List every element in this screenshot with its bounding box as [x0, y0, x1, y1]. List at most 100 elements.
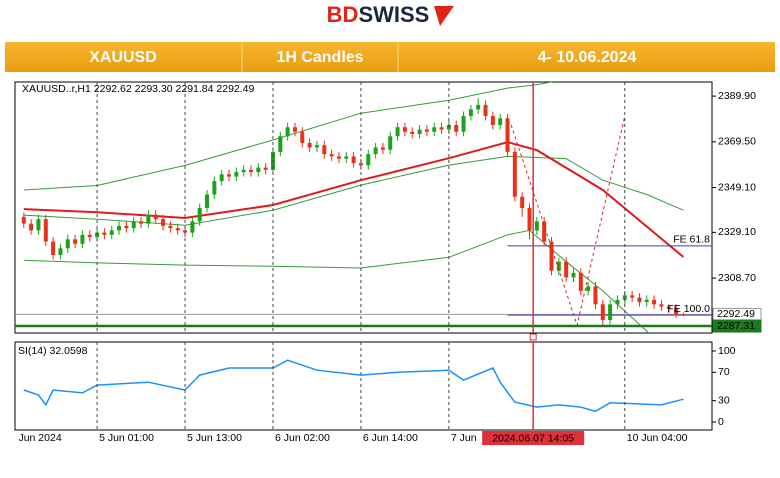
candle-body	[608, 304, 613, 321]
candle-body	[564, 261, 569, 278]
candle-body	[644, 299, 649, 303]
candle-body	[652, 299, 657, 305]
candle-body	[87, 234, 92, 238]
candle-body	[146, 214, 151, 224]
candle-body	[417, 129, 422, 134]
candle-body	[578, 272, 583, 291]
header-cell: XAUUSD	[89, 49, 157, 66]
candle-body	[219, 174, 224, 182]
y-tick-label: 2349.10	[718, 181, 756, 193]
candle-body	[395, 127, 400, 137]
candle-body	[593, 286, 598, 305]
candle-body	[109, 230, 114, 235]
candle-body	[468, 109, 473, 117]
x-tick-label: 10 Jun 04:00	[627, 432, 688, 444]
candle-body	[410, 131, 415, 134]
candle-body	[424, 129, 429, 132]
candle-body	[527, 207, 532, 231]
candle-body	[637, 297, 642, 303]
candle-body	[102, 232, 107, 235]
ohlc-legend: XAUUSD..r,H1 2292.62 2293.30 2291.84 229…	[22, 83, 254, 95]
header-cell: 1H Candles	[276, 49, 363, 66]
x-tick-label: Jun 2024	[18, 432, 61, 444]
candle-body	[278, 136, 283, 152]
candle-body	[454, 125, 459, 132]
indicator-line	[23, 229, 650, 333]
price-label: 2287.31	[717, 320, 755, 332]
candle-body	[124, 225, 129, 229]
y-tick-label: 0	[718, 416, 724, 428]
candle-body	[388, 136, 393, 150]
candle-body	[36, 219, 41, 231]
logo: BDSWISS	[327, 2, 430, 27]
candle-body	[490, 116, 495, 126]
candle-body	[402, 127, 407, 132]
x-tick-label: 5 Jun 13:00	[187, 432, 242, 444]
rsi-panel	[14, 341, 713, 431]
candle-body	[51, 241, 56, 256]
logo-part: SWISS	[358, 2, 429, 27]
candle-body	[234, 172, 239, 177]
candle-body	[307, 142, 312, 148]
candle-body	[622, 295, 627, 300]
x-tick-label: 5 Jun 01:00	[99, 432, 154, 444]
price-label-box	[712, 319, 762, 333]
cursor-label-box	[482, 431, 585, 445]
y-tick-label: 2369.50	[718, 136, 756, 148]
candle-body	[483, 104, 488, 117]
overlay: Jun 2024 5 Jun 01:00 5 Jun 13:00 6 Jun 02:0…	[18, 82, 762, 445]
candle-body	[65, 239, 70, 249]
header-cell: 4- 10.06.2024	[538, 49, 637, 66]
candle-body	[336, 156, 341, 159]
candle-body	[153, 214, 158, 220]
candle-body	[630, 295, 635, 298]
candle-body	[659, 304, 664, 307]
candle-body	[446, 125, 451, 130]
price-panel	[14, 81, 713, 334]
candle-body	[29, 223, 34, 231]
candle-body	[373, 147, 378, 155]
candle-body	[329, 154, 334, 157]
candle-body	[439, 127, 444, 130]
price-plot	[15, 82, 712, 333]
candle-body	[600, 304, 605, 321]
header-bar	[5, 42, 775, 72]
candle-body	[615, 299, 620, 305]
fe-label: FE 100.0	[667, 303, 710, 315]
candle-body	[505, 118, 510, 152]
candle-body	[300, 131, 305, 143]
x-tick-label: 6 Jun 14:00	[363, 432, 418, 444]
candle-body	[666, 306, 671, 309]
price-label: 2292.49	[717, 308, 755, 320]
projection-line	[510, 115, 626, 328]
indicator-line	[23, 141, 685, 258]
candle-body	[432, 127, 437, 132]
y-tick-label: 30	[718, 394, 730, 406]
y-tick-label: 2389.90	[718, 90, 756, 102]
candle-body	[58, 248, 63, 256]
candle-body	[586, 286, 591, 291]
candle-body	[285, 127, 290, 137]
y-tick-label: 100	[718, 345, 736, 357]
rsi-line	[23, 359, 684, 413]
cursor-label: 2024.06.07 14:05	[492, 432, 574, 444]
candle-body	[131, 221, 136, 229]
candle-body	[549, 241, 554, 271]
candle-body	[461, 116, 466, 132]
candle-body	[197, 207, 202, 222]
candle-body	[476, 104, 481, 110]
candle-body	[674, 308, 679, 315]
candle-body	[175, 228, 180, 231]
candle-body	[534, 221, 539, 231]
candle-body	[80, 234, 85, 244]
y-tick-label: 2329.10	[718, 226, 756, 238]
candle-body	[292, 127, 297, 132]
candle-body	[241, 169, 246, 173]
candle-body	[168, 225, 173, 229]
x-tick-label: 6 Jun 02:00	[275, 432, 330, 444]
candle-body	[520, 196, 525, 208]
candle-body	[183, 230, 188, 233]
candle-body	[161, 219, 166, 226]
candle-body	[205, 194, 210, 208]
logo-part: BD	[327, 2, 359, 27]
